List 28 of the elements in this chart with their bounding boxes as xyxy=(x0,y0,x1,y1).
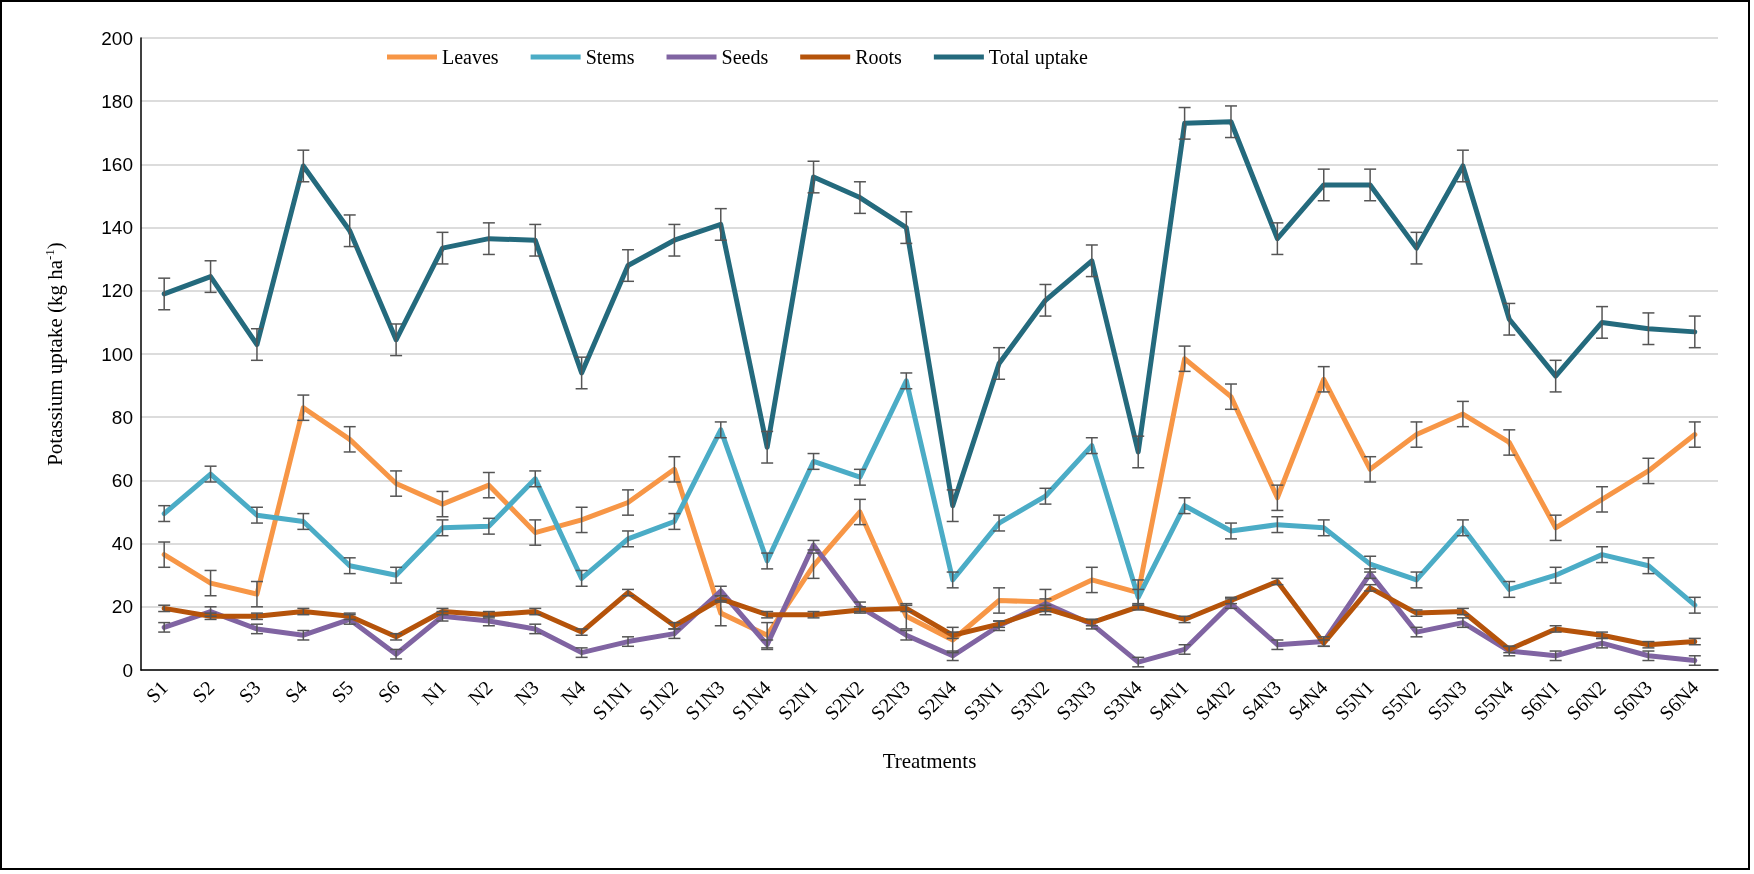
legend-label: Seeds xyxy=(721,46,769,68)
y-tick-label: 20 xyxy=(111,596,133,618)
legend-label: Leaves xyxy=(442,46,499,68)
x-tick-label: S1 xyxy=(141,676,172,707)
x-tick-label: S5 xyxy=(327,676,358,707)
x-tick-label: S3 xyxy=(234,676,265,707)
x-tick-label: N3 xyxy=(510,676,544,710)
y-tick-label: 180 xyxy=(101,90,133,112)
legend-label: Roots xyxy=(855,46,903,68)
y-axis-title: Potassium uptake (kg ha-1) xyxy=(42,242,67,466)
x-tick-label: S6 xyxy=(373,676,404,707)
x-tick-label: S2 xyxy=(187,676,219,707)
y-tick-label: 120 xyxy=(101,280,133,302)
y-tick-label: 140 xyxy=(101,217,133,239)
y-tick-label: 200 xyxy=(101,27,133,49)
y-tick-label: 160 xyxy=(101,153,133,175)
x-tick-label: N1 xyxy=(417,676,451,710)
legend-label: Total uptake xyxy=(988,46,1089,69)
x-axis-title: Treatments xyxy=(882,748,977,773)
legend-label: Stems xyxy=(585,46,635,68)
x-tick-label: S4 xyxy=(280,676,312,707)
y-tick-label: 80 xyxy=(111,406,133,428)
x-tick-label: N2 xyxy=(463,676,497,710)
y-tick-label: 60 xyxy=(111,469,133,491)
y-tick-label: 40 xyxy=(111,533,133,555)
x-tick-label: N4 xyxy=(556,676,590,710)
y-tick-label: 0 xyxy=(122,659,133,681)
y-tick-label: 100 xyxy=(101,343,133,365)
